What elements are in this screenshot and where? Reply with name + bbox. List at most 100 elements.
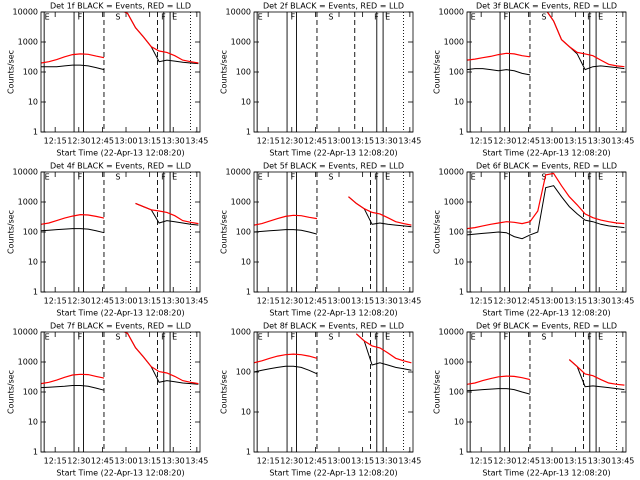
- y-tick-label: 1000: [18, 38, 38, 47]
- x-tick-label: 13:30: [162, 457, 185, 466]
- x-tick-label: 12:45: [91, 457, 114, 466]
- y-tick-label: 10000: [226, 168, 251, 177]
- plot-frame: [40, 331, 201, 453]
- x-tick-label: 12:30: [280, 137, 303, 146]
- x-tick-label: 12:15: [44, 137, 67, 146]
- x-tick-label: 13:45: [398, 137, 421, 146]
- annotation: F: [374, 13, 379, 22]
- series-line: [41, 332, 199, 385]
- y-tick-label: 10: [454, 418, 464, 427]
- y-tick-label: 1000: [444, 38, 464, 47]
- x-tick-label: 12:30: [280, 457, 303, 466]
- x-axis-label: Start Time (22-Apr-13 12:08:20): [482, 309, 610, 318]
- y-axis-label: Counts/sec: [7, 370, 16, 414]
- x-tick-label: 13:15: [564, 297, 587, 306]
- annotation: F: [161, 173, 166, 182]
- x-tick-label: 13:00: [327, 457, 350, 466]
- x-tick-label: 12:45: [91, 137, 114, 146]
- y-tick-label: 1000: [444, 358, 464, 367]
- x-tick-label: 12:45: [91, 297, 114, 306]
- annotation: F: [587, 333, 592, 342]
- x-tick-label: 13:00: [327, 297, 350, 306]
- annotation: E: [598, 333, 603, 342]
- x-tick-label: 13:15: [564, 137, 587, 146]
- panel-title: Det 1f BLACK = Events, RED = LLD: [50, 2, 191, 11]
- x-tick-label: 12:15: [470, 457, 493, 466]
- y-tick-label: 1: [33, 288, 38, 297]
- annotation: F: [78, 173, 83, 182]
- series-line: [41, 12, 199, 64]
- y-tick-label: 10: [454, 98, 464, 107]
- y-tick-label: 10: [28, 98, 38, 107]
- x-tick-label: 12:30: [280, 297, 303, 306]
- panel-title: Det 5f BLACK = Events, RED = LLD: [263, 162, 404, 171]
- y-tick-label: 100: [236, 68, 251, 77]
- y-tick-label: 1: [246, 288, 251, 297]
- x-tick-label: 13:15: [138, 297, 161, 306]
- y-axis-label: Counts/sec: [433, 50, 442, 94]
- panel: Det 9f BLACK = Events, RED = LLD Start Ti…: [433, 322, 635, 478]
- panel-title: Det 7f BLACK = Events, RED = LLD: [50, 322, 191, 331]
- x-tick-label: 13:30: [588, 457, 611, 466]
- y-axis-label: Counts/sec: [220, 210, 229, 254]
- annotation: F: [291, 333, 296, 342]
- x-tick-label: 13:30: [588, 137, 611, 146]
- x-axis-label: Start Time (22-Apr-13 12:08:20): [56, 309, 184, 318]
- panel-title: Det 4f BLACK = Events, RED = LLD: [50, 162, 191, 171]
- panel: Det 2f BLACK = Events, RED = LLD Start Ti…: [220, 2, 422, 158]
- x-tick-label: 13:00: [114, 297, 137, 306]
- x-tick-label: 13:45: [185, 457, 208, 466]
- series-line: [254, 196, 412, 235]
- plot-frame: [466, 331, 627, 453]
- y-tick-label: 10000: [439, 328, 464, 337]
- x-axis-label: Start Time (22-Apr-13 12:08:20): [482, 149, 610, 158]
- y-tick-label: 10000: [13, 168, 38, 177]
- annotation: S: [328, 333, 333, 342]
- x-tick-label: 13:30: [162, 137, 185, 146]
- x-tick-label: 13:45: [398, 457, 421, 466]
- y-tick-label: 10000: [226, 8, 251, 17]
- series-line: [254, 196, 412, 226]
- x-tick-label: 13:45: [398, 297, 421, 306]
- annotation: F: [587, 173, 592, 182]
- series-line: [467, 359, 625, 386]
- y-tick-label: 100: [236, 368, 251, 377]
- annotation: E: [45, 173, 50, 182]
- x-tick-label: 12:15: [257, 297, 280, 306]
- annotation: E: [471, 173, 476, 182]
- x-tick-label: 13:45: [611, 297, 634, 306]
- x-tick-label: 13:00: [114, 137, 137, 146]
- x-tick-label: 12:15: [44, 297, 67, 306]
- panel-title: Det 2f BLACK = Events, RED = LLD: [263, 2, 404, 11]
- y-tick-label: 10: [28, 418, 38, 427]
- y-tick-label: 10: [241, 98, 251, 107]
- y-tick-label: 10000: [439, 8, 464, 17]
- x-tick-label: 13:00: [540, 297, 563, 306]
- annotation: S: [541, 173, 546, 182]
- annotation: F: [504, 13, 509, 22]
- panel: Det 4f BLACK = Events, RED = LLD Start Ti…: [7, 162, 209, 318]
- y-axis-label: Counts/sec: [7, 210, 16, 254]
- x-tick-label: 13:15: [138, 137, 161, 146]
- x-tick-label: 13:30: [375, 137, 398, 146]
- y-tick-label: 100: [23, 228, 38, 237]
- plot-frame: [40, 171, 201, 293]
- annotation: E: [385, 333, 390, 342]
- y-axis-label: Counts/sec: [220, 50, 229, 94]
- x-tick-label: 13:00: [540, 457, 563, 466]
- x-tick-label: 12:30: [67, 297, 90, 306]
- x-tick-label: 12:45: [304, 297, 327, 306]
- x-tick-label: 13:15: [351, 457, 374, 466]
- annotation: E: [258, 13, 263, 22]
- panel: Det 5f BLACK = Events, RED = LLD Start Ti…: [220, 162, 422, 318]
- panel: Det 6f BLACK = Events, RED = LLD Start Ti…: [433, 162, 635, 318]
- x-tick-label: 13:15: [351, 137, 374, 146]
- plot-frame: [253, 11, 414, 133]
- annotation: E: [258, 333, 263, 342]
- x-axis-label: Start Time (22-Apr-13 12:08:20): [56, 149, 184, 158]
- y-tick-label: 100: [23, 68, 38, 77]
- x-axis-label: Start Time (22-Apr-13 12:08:20): [56, 469, 184, 478]
- y-tick-label: 10: [454, 258, 464, 267]
- annotation: F: [374, 173, 379, 182]
